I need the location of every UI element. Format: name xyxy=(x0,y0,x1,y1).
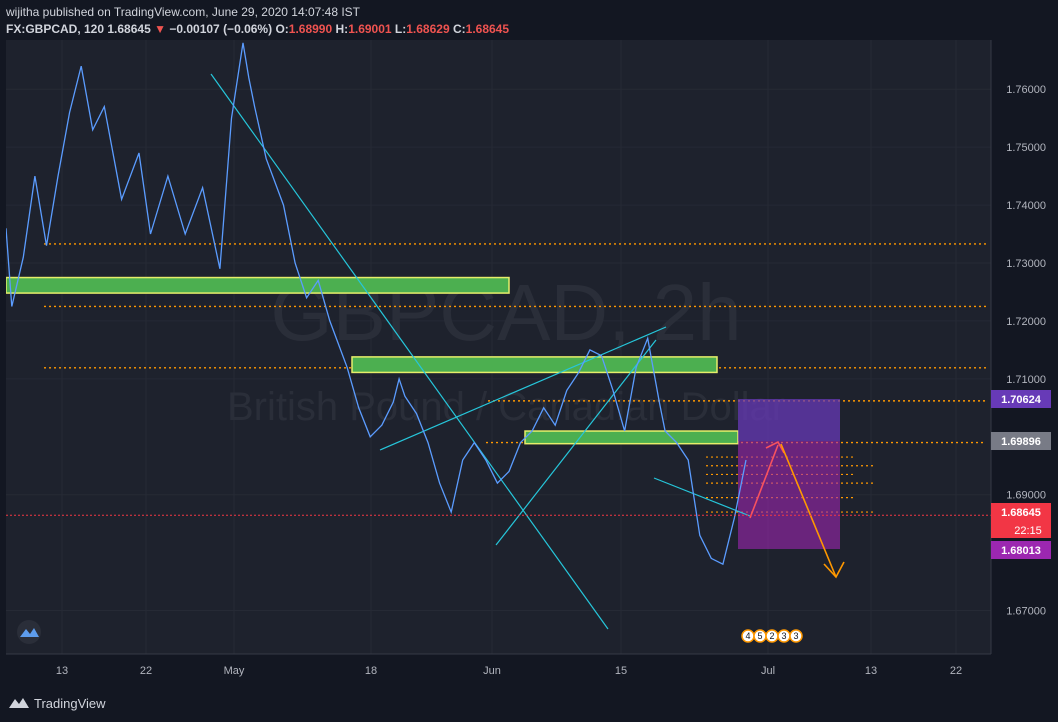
close-value: 1.68645 xyxy=(465,22,510,36)
x-tick-label: May xyxy=(224,665,245,677)
close-label: C: xyxy=(452,22,466,36)
trendline-channel[interactable] xyxy=(379,326,667,451)
event-count: 3 xyxy=(793,631,798,641)
open-value: 1.68990 xyxy=(288,22,333,36)
price-axis[interactable]: 1.76000 1.75000 1.74000 1.73000 1.72000 1.710… xyxy=(990,40,1051,654)
event-count: 5 xyxy=(757,631,762,641)
trendline-short[interactable] xyxy=(653,477,751,517)
y-tick-label: 1.76000 xyxy=(1006,84,1046,96)
y-tick-label: 1.71000 xyxy=(1006,374,1046,386)
x-tick-label: Jun xyxy=(483,665,501,677)
x-tick-label: 13 xyxy=(56,665,68,677)
zone-rect xyxy=(524,430,739,445)
publish-info: wijitha published on TradingView.com, Ju… xyxy=(6,5,361,19)
tv-chart-logo-icon[interactable] xyxy=(17,620,41,644)
y-tick-label: 1.67000 xyxy=(1006,606,1046,618)
forecast-down-segment[interactable] xyxy=(780,443,837,578)
y-tick-label: 1.75000 xyxy=(1006,142,1046,154)
target-upper-box[interactable] xyxy=(738,399,840,441)
price-chart[interactable]: GBPCAD, 2h British Pound / Canadian Doll… xyxy=(5,40,1058,684)
price-label-current-text: 1.68645 xyxy=(1001,507,1041,519)
event-count: 3 xyxy=(781,631,786,641)
open-label: O: xyxy=(275,22,289,36)
price-label-target-upper-text: 1.70624 xyxy=(1001,394,1042,406)
forecast-up-arrowhead xyxy=(765,440,785,454)
x-tick-label: Jul xyxy=(761,665,775,677)
price-label-target-lower-text: 1.68013 xyxy=(1001,545,1041,557)
y-tick-label: 1.73000 xyxy=(1006,258,1046,270)
event-count: 4 xyxy=(745,631,750,641)
trendline-descending[interactable] xyxy=(210,73,609,630)
price-change: −0.00107 (−0.06%) xyxy=(169,22,273,36)
countdown-label: 22:15 xyxy=(1014,525,1042,537)
y-tick-label: 1.74000 xyxy=(1006,200,1046,212)
price-label-level-text: 1.69896 xyxy=(1001,436,1041,448)
x-tick-label: 13 xyxy=(865,665,877,677)
chart-header: wijitha published on TradingView.com, Ju… xyxy=(0,0,1058,40)
price-label-level: 1.69896 xyxy=(991,432,1051,450)
x-tick-label: 18 xyxy=(365,665,377,677)
low-label: L: xyxy=(394,22,407,36)
last-price: 1.68645 xyxy=(107,22,151,36)
high-value: 1.69001 xyxy=(348,22,392,36)
watermark-name: British Pound / Canadian Dollar xyxy=(227,385,785,429)
price-series-line xyxy=(5,42,747,566)
x-tick-label: 15 xyxy=(615,665,627,677)
event-marker xyxy=(789,629,803,643)
down-arrow-icon: ▼ xyxy=(154,22,166,36)
forecast-up-segment[interactable] xyxy=(749,444,779,519)
y-tick-label: 1.72000 xyxy=(1006,316,1046,328)
price-label-target-upper: 1.70624 xyxy=(991,390,1051,408)
x-tick-label: 22 xyxy=(950,665,962,677)
y-tick-label: 1.69000 xyxy=(1006,490,1046,502)
plot-background xyxy=(6,40,991,654)
high-label: H: xyxy=(335,22,349,36)
x-tick-label: 22 xyxy=(140,665,152,677)
low-value: 1.68629 xyxy=(406,22,450,36)
tradingview-logo-icon[interactable] xyxy=(8,696,30,710)
price-label-current: 1.68645 22:15 xyxy=(991,503,1051,538)
target-box[interactable] xyxy=(738,399,840,549)
target-lower-box[interactable] xyxy=(738,441,840,549)
price-label-target-lower: 1.68013 xyxy=(991,541,1051,559)
ohlc-legend: FX:GBPCAD, 120 1.68645 ▼ −0.00107 (−0.06… xyxy=(6,22,509,36)
symbol-label[interactable]: FX:GBPCAD, 120 xyxy=(6,22,105,36)
zone-rect xyxy=(351,356,718,374)
supply-demand-zones xyxy=(5,276,739,445)
forecast-down-arrowhead xyxy=(823,561,845,579)
tradingview-brand[interactable]: TradingView xyxy=(34,696,106,711)
forecast-arrows[interactable] xyxy=(749,440,845,579)
zone-rect xyxy=(5,276,510,294)
time-axis[interactable]: 13 22 May 18 Jun 15 Jul 13 22 xyxy=(6,653,991,677)
trendline-rising[interactable] xyxy=(495,339,657,546)
footer: TradingView xyxy=(0,684,1058,722)
trendlines[interactable] xyxy=(210,73,751,630)
chart-area[interactable]: GBPCAD, 2h British Pound / Canadian Doll… xyxy=(5,40,1058,684)
event-count: 2 xyxy=(769,631,774,641)
